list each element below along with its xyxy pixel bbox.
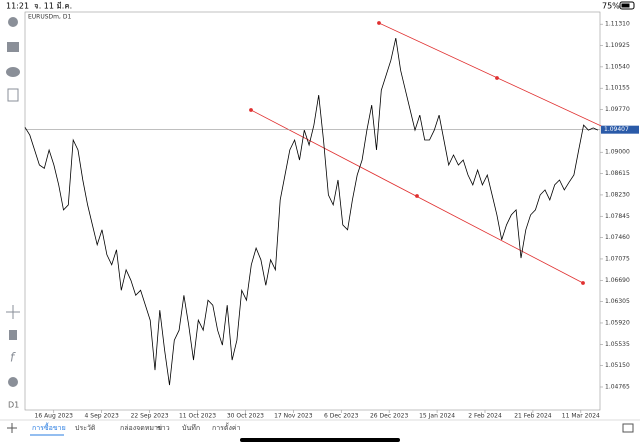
x-tick-label: 17 Nov 2023 bbox=[274, 413, 313, 420]
y-tick-label: 1.11310 bbox=[605, 21, 630, 28]
y-tick-label: 1.08615 bbox=[605, 170, 630, 177]
home-indicator bbox=[240, 438, 400, 442]
y-tick-label: 1.04765 bbox=[605, 383, 630, 390]
y-tick-label: 1.08230 bbox=[605, 191, 630, 198]
tab[interactable]: การตั้งค่า bbox=[212, 421, 241, 432]
y-tick-label: 1.09770 bbox=[605, 106, 630, 113]
trend-point bbox=[495, 76, 499, 80]
current-price-box bbox=[601, 125, 639, 134]
x-tick-label: 4 Sep 2023 bbox=[85, 413, 119, 420]
chart-title: EURUSDm, D1 bbox=[28, 14, 71, 21]
add-button[interactable] bbox=[7, 423, 17, 433]
current-price-label: 1.09407 bbox=[604, 126, 629, 133]
y-tick-label: 1.05920 bbox=[605, 319, 630, 326]
trend-point bbox=[249, 108, 253, 112]
trade-icon[interactable] bbox=[7, 42, 19, 52]
x-tick-label: 2 Feb 2024 bbox=[468, 413, 502, 420]
x-tick-label: 11 Mar 2024 bbox=[562, 413, 600, 420]
y-tick-label: 1.07460 bbox=[605, 234, 630, 241]
trend-point bbox=[415, 194, 419, 198]
y-tick-label: 1.07845 bbox=[605, 213, 630, 220]
x-tick-label: 22 Sep 2023 bbox=[131, 413, 169, 420]
x-tick-label: 15 Jan 2024 bbox=[419, 413, 455, 420]
x-tick-label: 21 Feb 2024 bbox=[514, 413, 552, 420]
y-tick-label: 1.05535 bbox=[605, 341, 630, 348]
tab[interactable]: กล่องจดหมาย bbox=[120, 424, 162, 432]
y-tick-label: 1.07075 bbox=[605, 255, 630, 262]
candle-icon[interactable] bbox=[9, 330, 17, 340]
left-toolbar: f bbox=[6, 17, 20, 387]
battery-fill bbox=[621, 3, 630, 8]
account-icon[interactable] bbox=[8, 17, 18, 27]
status-battery: 75% bbox=[602, 2, 620, 11]
crosshair-icon[interactable] bbox=[6, 305, 20, 319]
objects-icon[interactable] bbox=[8, 377, 18, 387]
y-tick-label: 1.06305 bbox=[605, 298, 630, 305]
add-icon[interactable] bbox=[7, 88, 19, 102]
y-tick-label: 1.10540 bbox=[605, 63, 630, 70]
tab[interactable]: บันทึก bbox=[182, 423, 200, 432]
y-tick-label: 1.09000 bbox=[605, 149, 630, 156]
plot-frame bbox=[24, 11, 601, 411]
chat-icon[interactable] bbox=[6, 67, 20, 77]
tab[interactable]: การซื้อขาย bbox=[32, 421, 66, 432]
menu-button[interactable] bbox=[622, 423, 634, 433]
x-tick-label: 6 Dec 2023 bbox=[324, 413, 359, 420]
x-tick-label: 11 Oct 2023 bbox=[179, 413, 216, 420]
trend-point bbox=[377, 21, 381, 25]
trend-point bbox=[581, 281, 585, 285]
indicator-icon[interactable]: f bbox=[10, 351, 16, 365]
y-tick-label: 1.10925 bbox=[605, 42, 630, 49]
tab[interactable]: ประวัติ bbox=[75, 424, 96, 432]
x-tick-label: 30 Oct 2023 bbox=[227, 413, 264, 420]
timeframe[interactable]: D1 bbox=[8, 401, 19, 410]
status-date: จ. 11 มี.ค. bbox=[34, 2, 72, 11]
trend-channel bbox=[249, 21, 613, 285]
y-tick-label: 1.06690 bbox=[605, 277, 630, 284]
status-time: 11:21 bbox=[6, 2, 29, 11]
y-tick-label: 1.10155 bbox=[605, 85, 630, 92]
x-tick-label: 16 Aug 2023 bbox=[35, 413, 74, 420]
battery-icon bbox=[619, 1, 635, 10]
price-line bbox=[24, 38, 599, 386]
x-tick-label: 26 Dec 2023 bbox=[370, 413, 409, 420]
tab[interactable]: ข่าว bbox=[157, 424, 170, 432]
y-tick-label: 1.05150 bbox=[605, 362, 630, 369]
